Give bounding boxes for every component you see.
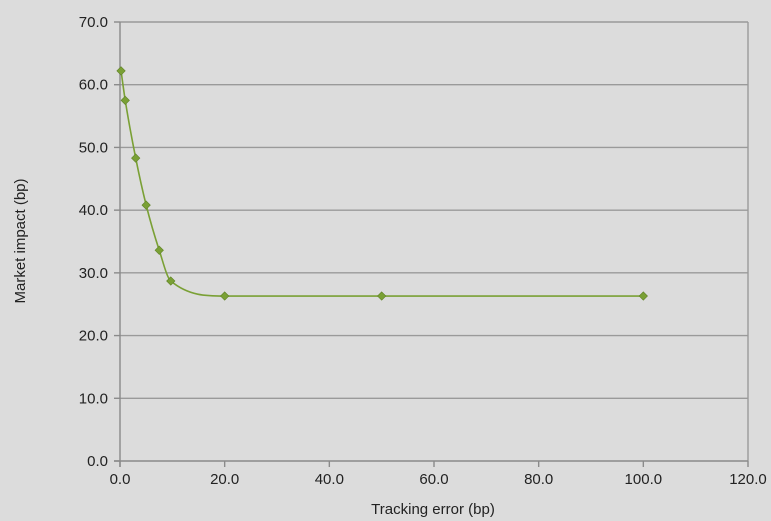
x-tick-labels: 0.0 20.0 40.0 60.0 80.0 100.0 120.0	[110, 471, 767, 488]
y-tick-label-6: 60.0	[79, 77, 108, 94]
data-point-0	[116, 66, 126, 76]
x-axis-title: Tracking error (bp)	[371, 501, 495, 518]
y-tick-label-4: 40.0	[79, 202, 108, 219]
y-tick-label-5: 50.0	[79, 139, 108, 156]
data-point-4	[154, 245, 164, 255]
series-group	[116, 66, 648, 301]
x-tick-label-2: 40.0	[315, 471, 344, 488]
y-tick-label-7: 70.0	[79, 14, 108, 31]
x-tick-label-1: 20.0	[210, 471, 239, 488]
y-axis-title: Market impact (bp)	[12, 178, 29, 303]
data-point-3	[141, 200, 151, 210]
data-point-6	[220, 291, 230, 301]
x-tick-label-6: 120.0	[729, 471, 767, 488]
x-tick-label-0: 0.0	[110, 471, 131, 488]
x-tick-label-3: 60.0	[419, 471, 448, 488]
y-tick-label-1: 10.0	[79, 390, 108, 407]
y-tick-label-0: 0.0	[87, 453, 108, 470]
data-point-5	[166, 276, 176, 286]
data-point-2	[131, 153, 141, 163]
x-tick-label-5: 100.0	[625, 471, 663, 488]
x-tick-label-4: 80.0	[524, 471, 553, 488]
data-point-8	[638, 291, 648, 301]
y-tick-label-2: 20.0	[79, 328, 108, 345]
axes	[114, 21, 749, 467]
grid-lines	[120, 21, 749, 461]
data-point-7	[377, 291, 387, 301]
y-tick-label-3: 30.0	[79, 265, 108, 282]
y-tick-labels: 0.0 10.0 20.0 30.0 40.0 50.0 60.0 70.0	[79, 14, 108, 470]
data-point-1	[120, 95, 130, 106]
series-line-0	[120, 70, 644, 297]
